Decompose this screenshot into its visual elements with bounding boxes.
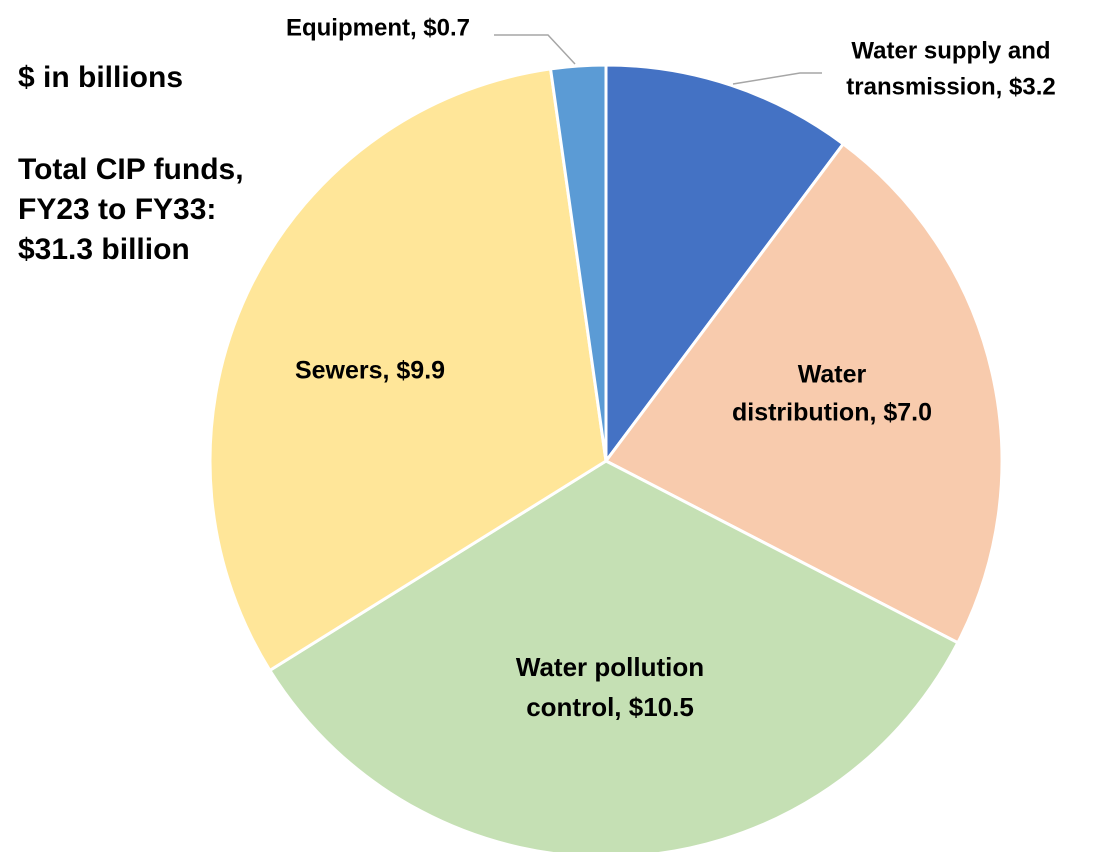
total-note-line: Total CIP funds, [18, 153, 244, 186]
pie-slice-water-supply-and-transmission [604, 63, 845, 463]
pie-slice-water-distribution [604, 142, 1004, 645]
units-note: $ in billions [18, 61, 184, 94]
slice-label-line: Water supply and [851, 37, 1050, 64]
total-note-line: FY23 to FY33: [18, 193, 217, 226]
pie-slices [208, 63, 1004, 852]
slice-label-line: distribution, $7.0 [732, 399, 932, 427]
slice-label: Water supply and transmission, $3.2 [846, 37, 1055, 100]
total-note-line: $31.3 billion [18, 233, 190, 266]
pie-slice-water-pollution-control [268, 459, 960, 852]
slice-label-line: Water pollution [516, 652, 704, 682]
slice-label-line: Water [798, 361, 867, 389]
leader-lines [494, 34, 822, 85]
pie-slice-equipment [549, 63, 608, 463]
slice-label: Equipment, $0.7 [286, 14, 470, 41]
slice-labels: Water supply and transmission, $3.2 Water d… [286, 14, 1056, 722]
slice-label-line: control, $10.5 [526, 692, 694, 722]
slice-label: Sewers, $9.9 [295, 357, 445, 385]
slice-label-line: Sewers, $9.9 [295, 357, 445, 385]
pie-slice-sewers [208, 67, 608, 672]
leader-line [732, 72, 822, 85]
slice-label: Water pollution control, $10.5 [516, 652, 704, 722]
slice-label: Water distribution, $7.0 [732, 361, 932, 427]
slice-label-line: Equipment, $0.7 [286, 14, 470, 41]
leader-line [494, 34, 576, 65]
total-funds-note: Total CIP funds, FY23 to FY33: $31.3 bil… [18, 150, 244, 270]
slice-label-line: transmission, $3.2 [846, 73, 1055, 100]
